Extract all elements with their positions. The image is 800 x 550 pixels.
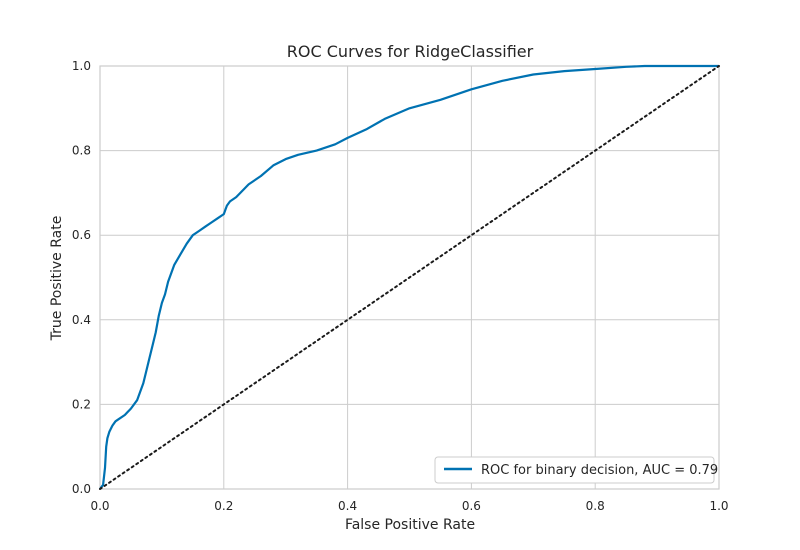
y-tick-label: 0.6 (72, 228, 91, 242)
y-axis-label: True Positive Rate (49, 216, 65, 342)
y-tick-label: 0.8 (72, 144, 91, 158)
x-axis-label: False Positive Rate (345, 517, 475, 533)
x-tick-label: 0.4 (338, 499, 357, 513)
legend-entry-roc: ROC for binary decision, AUC = 0.79 (481, 463, 718, 478)
y-tick-label: 0.4 (72, 313, 91, 327)
x-tick-label: 0.0 (90, 499, 109, 513)
series-layer (99, 64, 720, 490)
legend-box (434, 456, 715, 484)
roc-curve-line (99, 64, 719, 490)
x-tick-labels: 0.0 0.2 0.4 0.6 0.8 1.0 (90, 499, 728, 513)
y-tick-labels: 0.0 0.2 0.4 0.6 0.8 1.0 (72, 59, 91, 496)
chance-diagonal-line (99, 65, 720, 490)
x-tick-label: 1.0 (709, 499, 728, 513)
y-tick-label: 1.0 (72, 59, 91, 73)
legend: ROC for binary decision, AUC = 0.79 (434, 456, 718, 484)
y-tick-label: 0.0 (72, 482, 91, 496)
x-tick-label: 0.8 (586, 499, 605, 513)
x-tick-label: 0.6 (462, 499, 481, 513)
x-tick-label: 0.2 (214, 499, 233, 513)
y-tick-label: 0.2 (72, 397, 91, 411)
plot-frame (99, 65, 720, 490)
chart-title: ROC Curves for RidgeClassifier (287, 42, 534, 61)
